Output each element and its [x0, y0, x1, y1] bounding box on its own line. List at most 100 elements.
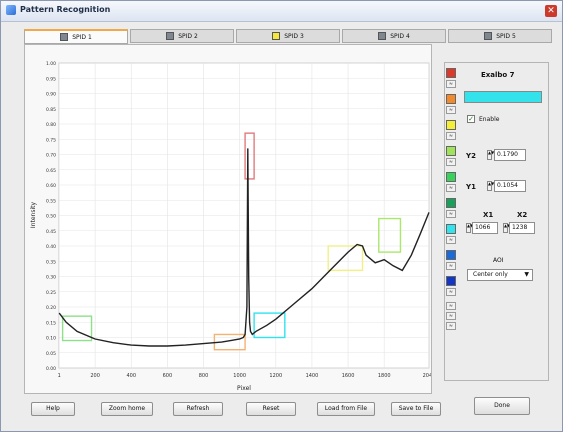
palette-option-icon[interactable]: ≈: [446, 80, 456, 88]
window-title: Pattern Recognition: [20, 5, 111, 14]
palette-swatch[interactable]: [446, 250, 456, 260]
tab-label: SPID 3: [284, 32, 304, 40]
y-tick-label: 0.20: [46, 305, 56, 311]
y-tick-label: 0.85: [46, 107, 56, 113]
palette-swatch[interactable]: [446, 120, 456, 130]
enable-checkbox[interactable]: ✓: [467, 115, 475, 123]
palette-option-icon[interactable]: ≈: [446, 106, 456, 114]
y2-spin-arrows-icon[interactable]: ▲▼: [487, 150, 494, 160]
aoi-label: AOI: [493, 257, 504, 264]
tab-swatch-icon: [166, 32, 175, 40]
tab-label: SPID 5: [496, 32, 516, 40]
y-tick-label: 0.35: [46, 259, 56, 265]
region-box: [244, 132, 255, 180]
tab-spid-4[interactable]: SPID 4: [342, 29, 446, 43]
x-tick-label: 200: [90, 373, 100, 379]
x-tick-label: 2048: [423, 373, 431, 379]
tab-swatch-icon: [484, 32, 493, 40]
x1-spin-arrows-icon[interactable]: ▲▼: [466, 223, 473, 233]
color-palette: ≈ ≈ ≈ ≈ ≈ ≈ ≈ ≈ ≈ ≈ ≈ ≈: [444, 62, 457, 381]
aoi-selected-value: Center only: [473, 271, 508, 278]
spectrum-chart[interactable]: 0.00 0.05 0.10 0.15 0.20 0.25 0.30 0.35 0.40 0.45…: [25, 45, 435, 393]
palette-option-icon[interactable]: ≈: [446, 288, 456, 296]
region-box: [378, 217, 402, 253]
tab-spid-2[interactable]: SPID 2: [130, 29, 234, 43]
y-axis-label: Intensity: [30, 201, 37, 228]
app-icon: [6, 5, 16, 15]
palette-option-icon[interactable]: ≈: [446, 302, 456, 310]
y-tick-label: 0.75: [46, 137, 56, 143]
y1-spin-arrows-icon[interactable]: ▲▼: [487, 181, 494, 191]
grid-lines: [58, 62, 430, 369]
palette-swatch[interactable]: [446, 224, 456, 234]
y-tick-label: 0.10: [46, 336, 56, 342]
y-tick-label: 0.90: [46, 92, 56, 98]
save-to-file-button[interactable]: Save to File: [391, 402, 441, 416]
y-tick-label: 0.40: [46, 244, 56, 250]
x-tick-label: 1000: [233, 373, 246, 379]
palette-swatch[interactable]: [446, 198, 456, 208]
palette-option-icon[interactable]: ≈: [446, 210, 456, 218]
y-tick-label: 1.00: [46, 61, 56, 67]
y-tick-label: 0.00: [46, 366, 56, 372]
selected-region-color[interactable]: [464, 91, 542, 103]
y-tick-label: 0.60: [46, 183, 56, 189]
tab-swatch-icon: [272, 32, 281, 40]
palette-swatch[interactable]: [446, 172, 456, 182]
refresh-button[interactable]: Refresh: [173, 402, 223, 416]
done-button[interactable]: Done: [474, 397, 530, 415]
y2-field[interactable]: 0.1790: [494, 149, 526, 161]
y-tick-label: 0.25: [46, 290, 56, 296]
palette-option-icon[interactable]: ≈: [446, 312, 456, 320]
title-bar: Pattern Recognition ✕: [1, 1, 562, 22]
y-tick-label: 0.05: [46, 351, 56, 357]
x2-label: X2: [517, 211, 528, 219]
region-box: [61, 315, 93, 342]
help-button[interactable]: Help: [31, 402, 75, 416]
x2-spin-arrows-icon[interactable]: ▲▼: [503, 223, 510, 233]
palette-swatch[interactable]: [446, 146, 456, 156]
y1-label: Y1: [466, 183, 476, 191]
palette-option-icon[interactable]: ≈: [446, 184, 456, 192]
tab-spid-3[interactable]: SPID 3: [236, 29, 340, 43]
x-tick-label: 1400: [306, 373, 319, 379]
palette-option-icon[interactable]: ≈: [446, 236, 456, 244]
tab-swatch-icon: [60, 33, 69, 41]
x-tick-label: 1200: [269, 373, 282, 379]
tab-label: SPID 1: [72, 33, 92, 41]
y2-label: Y2: [466, 152, 476, 160]
palette-option-icon[interactable]: ≈: [446, 132, 456, 140]
y-tick-label: 0.50: [46, 214, 56, 220]
tab-spid-1[interactable]: SPID 1: [24, 29, 128, 44]
plot-panel[interactable]: 0.00 0.05 0.10 0.15 0.20 0.25 0.30 0.35 0.40 0.45…: [24, 44, 435, 394]
y-tick-label: 0.45: [46, 229, 56, 235]
region-box: [327, 245, 364, 272]
y1-field[interactable]: 0.1054: [494, 180, 526, 192]
spid-tabs: SPID 1 SPID 2 SPID 3 SPID 4 SPID 5: [24, 29, 554, 44]
y-tick-label: 0.65: [46, 168, 56, 174]
load-from-file-button[interactable]: Load from File: [317, 402, 375, 416]
palette-swatch[interactable]: [446, 94, 456, 104]
palette-option-icon[interactable]: ≈: [446, 262, 456, 270]
x2-field[interactable]: 1238: [509, 222, 535, 234]
zoom-home-button[interactable]: Zoom home: [101, 402, 153, 416]
reset-button[interactable]: Reset: [246, 402, 296, 416]
palette-option-icon[interactable]: ≈: [446, 158, 456, 166]
close-button[interactable]: ✕: [545, 5, 557, 17]
x-tick-label: 600: [163, 373, 173, 379]
y-tick-label: 0.95: [46, 76, 56, 82]
x-tick-label: 400: [126, 373, 136, 379]
x-tick-label: 1: [58, 373, 61, 379]
y-tick-label: 0.55: [46, 198, 56, 204]
palette-swatch[interactable]: [446, 276, 456, 286]
tab-label: SPID 2: [178, 32, 198, 40]
aoi-select[interactable]: Center only ▼: [467, 269, 533, 281]
x-tick-label: 800: [199, 373, 209, 379]
tab-label: SPID 4: [390, 32, 410, 40]
x1-field[interactable]: 1066: [472, 222, 498, 234]
tab-spid-5[interactable]: SPID 5: [448, 29, 552, 43]
palette-option-icon[interactable]: ≈: [446, 322, 456, 330]
palette-swatch[interactable]: [446, 68, 456, 78]
x-tick-label: 1800: [378, 373, 391, 379]
